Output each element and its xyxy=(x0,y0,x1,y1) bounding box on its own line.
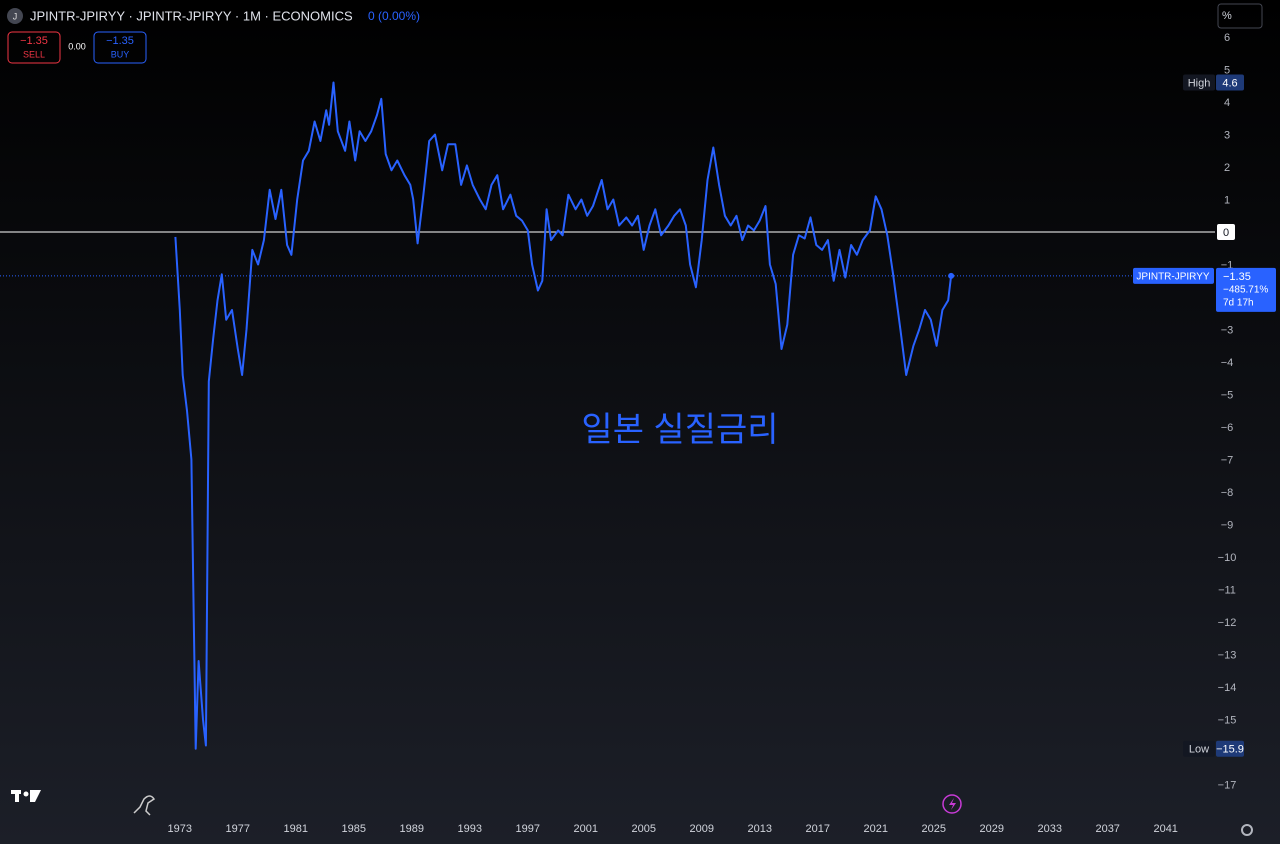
sell-price: −1.35 xyxy=(20,35,48,47)
x-tick-label: 2005 xyxy=(632,823,656,835)
symbol-icon-letter: J xyxy=(13,11,18,21)
x-tick-label: 2009 xyxy=(690,823,714,835)
x-tick-label: 2033 xyxy=(1037,823,1061,835)
event-icon[interactable] xyxy=(942,794,962,814)
last-point xyxy=(948,272,955,279)
low-value-box xyxy=(1216,740,1244,757)
sell-label: SELL xyxy=(23,49,45,59)
y-tick-label: −13 xyxy=(1218,649,1237,661)
last-value-box xyxy=(1216,267,1276,312)
y-tick-label: −5 xyxy=(1221,389,1234,401)
x-tick-label: 1977 xyxy=(226,823,250,835)
y-tick-label: 0 xyxy=(1223,227,1229,239)
y-tick-label: 2 xyxy=(1224,162,1230,174)
symbol-icon xyxy=(7,8,23,24)
y-tick-label: −8 xyxy=(1221,487,1234,499)
symbol-title: JPINTR-JPIRYY · JPINTR-JPIRYY · 1M · ECO… xyxy=(30,8,353,23)
last-value: −1.35 xyxy=(1223,271,1251,283)
x-tick-label: 2025 xyxy=(921,823,945,835)
scale-unit-button[interactable] xyxy=(1217,3,1263,29)
x-tick-label: 2021 xyxy=(863,823,887,835)
y-tick-label: 5 xyxy=(1224,64,1230,76)
sell-button[interactable] xyxy=(7,31,61,64)
y-tick-label: −7 xyxy=(1221,454,1234,466)
tv-logo xyxy=(11,790,41,802)
low-label-box xyxy=(1183,740,1215,757)
last-name: JPINTR-JPIRYY xyxy=(1136,272,1209,283)
y-tick-label: −10 xyxy=(1218,552,1237,564)
y-tick-label: −9 xyxy=(1221,519,1234,531)
scale-unit: % xyxy=(1222,10,1232,22)
x-tick-label: 1997 xyxy=(516,823,540,835)
settings-icon[interactable] xyxy=(1241,824,1253,836)
low-value: −15.9 xyxy=(1216,744,1244,756)
x-tick-label: 2041 xyxy=(1153,823,1177,835)
high-value: 4.6 xyxy=(1222,77,1237,89)
y-tick-label: 6 xyxy=(1224,32,1230,44)
zero-tick-box xyxy=(1217,224,1235,241)
x-tick-label: 1981 xyxy=(284,823,308,835)
y-tick-label: 1 xyxy=(1224,194,1230,206)
x-tick-label: 1989 xyxy=(400,823,424,835)
y-tick-label: −15 xyxy=(1218,714,1237,726)
x-tick-label: 1985 xyxy=(342,823,366,835)
spread: 0.00 xyxy=(68,41,86,51)
y-tick-label: 3 xyxy=(1224,129,1230,141)
data-line xyxy=(174,81,953,750)
change: 0 (0.00%) xyxy=(368,9,420,23)
last-countdown: 7d 17h xyxy=(1223,298,1254,309)
y-tick-label: −12 xyxy=(1218,617,1237,629)
x-tick-label: 2013 xyxy=(747,823,771,835)
y-tick-label: −3 xyxy=(1221,324,1234,336)
y-tick-label: −17 xyxy=(1218,779,1237,791)
y-tick-label: 4 xyxy=(1224,97,1230,109)
x-tick-label: 1993 xyxy=(458,823,482,835)
high-value-box xyxy=(1216,74,1244,91)
x-tick-label: 2029 xyxy=(979,823,1003,835)
y-tick-label: −11 xyxy=(1218,584,1236,596)
last-change: −485.71% xyxy=(1223,285,1268,296)
x-tick-label: 2037 xyxy=(1095,823,1119,835)
high-label-box xyxy=(1183,74,1215,91)
x-tick-label: 2017 xyxy=(805,823,829,835)
y-tick-label: −6 xyxy=(1221,422,1234,434)
buy-label: BUY xyxy=(111,49,130,59)
x-tick-label: 2001 xyxy=(574,823,598,835)
buy-price: −1.35 xyxy=(106,35,134,47)
last-name-box xyxy=(1133,267,1214,284)
low-label: Low xyxy=(1189,744,1209,756)
y-tick-label: −4 xyxy=(1221,357,1234,369)
annotation: 일본 실질금리 xyxy=(581,411,778,449)
dino-icon xyxy=(133,795,156,816)
x-tick-label: 1973 xyxy=(168,823,192,835)
y-tick-label: −14 xyxy=(1218,682,1237,694)
high-label: High xyxy=(1188,77,1211,89)
buy-button[interactable] xyxy=(93,31,147,64)
event-bolt xyxy=(949,798,956,810)
